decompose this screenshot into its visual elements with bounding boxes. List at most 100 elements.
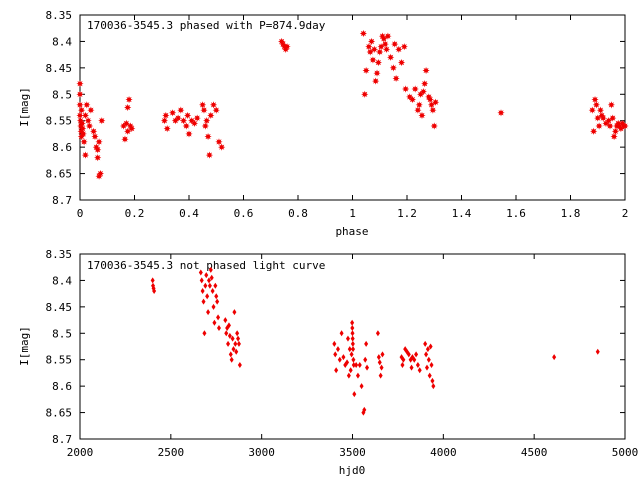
data-point bbox=[208, 266, 213, 273]
data-point bbox=[207, 111, 215, 120]
x-tick-label: 0.8 bbox=[288, 207, 308, 220]
data-point bbox=[376, 354, 381, 361]
data-point bbox=[376, 48, 384, 56]
x-tick-label: 1 bbox=[349, 207, 356, 220]
data-point bbox=[432, 98, 440, 106]
data-point bbox=[370, 45, 378, 53]
data-point bbox=[339, 330, 344, 337]
data-point bbox=[193, 114, 201, 122]
x-tick-label: 1.6 bbox=[506, 207, 526, 220]
data-point bbox=[596, 106, 605, 114]
data-point bbox=[359, 29, 367, 38]
data-point bbox=[377, 359, 382, 366]
data-point bbox=[350, 319, 355, 326]
data-point bbox=[621, 122, 629, 130]
data-point bbox=[128, 125, 136, 133]
x-tick-label: 3500 bbox=[339, 446, 366, 459]
x-tick-label: 0.2 bbox=[125, 207, 145, 220]
data-point bbox=[427, 372, 432, 379]
data-point bbox=[497, 109, 505, 117]
y-ticks: 8.35 8.4 8.45 8.5 8.55 8.6 8.65 8.7 bbox=[46, 248, 625, 446]
data-point bbox=[226, 322, 231, 329]
data-point bbox=[81, 111, 90, 120]
data-point bbox=[595, 122, 603, 130]
data-point bbox=[76, 101, 84, 109]
data-point bbox=[81, 151, 90, 159]
data-point bbox=[400, 43, 408, 51]
data-point bbox=[209, 101, 218, 109]
x-tick-label: 0.6 bbox=[234, 207, 254, 220]
data-point bbox=[389, 64, 397, 72]
data-point bbox=[337, 356, 342, 363]
data-point bbox=[384, 32, 392, 40]
data-point bbox=[595, 348, 600, 355]
data-point bbox=[415, 101, 423, 109]
data-point bbox=[124, 127, 132, 135]
data-points bbox=[150, 266, 600, 416]
x-tick-label: 1.8 bbox=[561, 207, 581, 220]
x-tick-label: 2000 bbox=[67, 446, 94, 459]
data-point bbox=[375, 330, 380, 337]
data-point bbox=[372, 77, 380, 85]
data-point bbox=[209, 274, 214, 281]
data-point bbox=[418, 111, 426, 120]
x-tick-label: 1.4 bbox=[452, 207, 472, 220]
y-tick-label: 8.5 bbox=[52, 88, 72, 101]
data-point bbox=[78, 119, 86, 127]
x-tick-label: 0 bbox=[77, 207, 84, 220]
data-point bbox=[150, 277, 155, 284]
data-point bbox=[230, 335, 235, 342]
data-point bbox=[231, 346, 236, 353]
data-point bbox=[352, 391, 357, 398]
data-point bbox=[182, 122, 190, 130]
data-point bbox=[592, 101, 600, 109]
data-point bbox=[162, 111, 170, 120]
data-point bbox=[333, 351, 338, 358]
data-point bbox=[174, 114, 182, 122]
y-tick-label: 8.55 bbox=[46, 115, 73, 128]
y-tick-label: 8.6 bbox=[52, 141, 72, 154]
data-point bbox=[204, 272, 209, 279]
data-point bbox=[185, 130, 193, 138]
data-point bbox=[357, 362, 362, 368]
y-axis-label: I[mag] bbox=[18, 87, 31, 127]
data-point bbox=[414, 106, 422, 114]
data-point bbox=[351, 346, 356, 353]
data-point bbox=[79, 125, 87, 133]
x-tick-label: 4500 bbox=[521, 446, 548, 459]
data-point bbox=[160, 117, 169, 125]
data-point bbox=[599, 114, 607, 122]
data-point bbox=[349, 351, 354, 358]
data-point bbox=[429, 362, 434, 368]
data-point bbox=[215, 298, 220, 305]
data-point bbox=[402, 85, 410, 93]
data-point bbox=[332, 340, 337, 347]
data-point bbox=[348, 367, 353, 374]
data-point bbox=[213, 282, 218, 289]
data-point bbox=[411, 85, 419, 93]
data-point bbox=[366, 48, 374, 56]
plot-frame bbox=[79, 253, 626, 440]
data-point bbox=[374, 58, 382, 67]
data-point bbox=[380, 35, 388, 43]
data-point bbox=[351, 362, 356, 368]
data-point bbox=[199, 277, 204, 284]
data-point bbox=[430, 377, 435, 384]
data-point bbox=[430, 122, 438, 130]
data-point bbox=[207, 282, 212, 289]
data-point bbox=[202, 330, 207, 337]
data-point bbox=[237, 362, 242, 368]
data-point bbox=[431, 383, 436, 390]
data-point bbox=[594, 114, 602, 122]
plot-frame bbox=[79, 14, 626, 201]
data-point bbox=[591, 95, 599, 104]
data-point bbox=[395, 45, 403, 53]
data-point bbox=[228, 351, 233, 358]
data-point bbox=[552, 354, 557, 361]
data-point bbox=[392, 74, 400, 83]
data-point bbox=[201, 298, 206, 305]
data-point bbox=[350, 340, 355, 347]
data-point bbox=[200, 288, 205, 294]
data-point bbox=[184, 111, 192, 120]
data-point bbox=[78, 106, 86, 114]
